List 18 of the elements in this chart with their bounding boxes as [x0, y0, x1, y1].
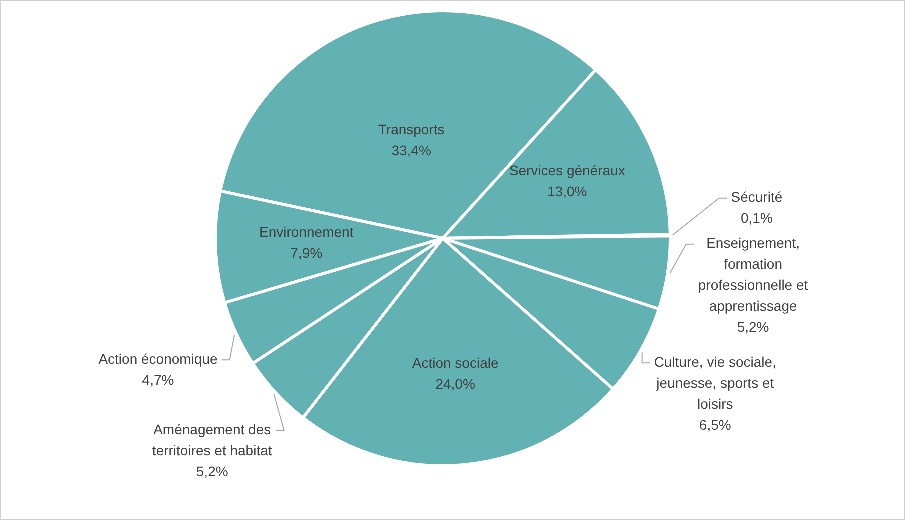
slice-label: Enseignement, formation professionnelle et apprentissage [698, 235, 808, 314]
data-label: 5,2% [196, 463, 228, 480]
data-label: 6,5% [699, 416, 732, 433]
slice-label: Action sociale [412, 354, 499, 371]
data-label: 4,7% [142, 372, 174, 388]
data-label: 0,1% [740, 210, 773, 226]
slice-label: Services généraux [509, 162, 626, 179]
slice-label: Environnement [260, 224, 354, 240]
data-label: 7,9% [290, 245, 323, 262]
slice-label: Culture, vie sociale, jeunesse, sports et loisirs [654, 354, 776, 412]
data-label: 5,2% [737, 319, 770, 336]
slice-label: Sécurité [731, 189, 783, 206]
slice-label: Transports [378, 121, 445, 138]
data-label: 33,4% [392, 142, 432, 158]
slice-label: Action économique [98, 351, 218, 368]
data-label: 13,0% [547, 184, 588, 200]
slice-label: Aménagement des territoires et habitat [152, 421, 272, 458]
data-label: 24,0% [436, 376, 476, 392]
